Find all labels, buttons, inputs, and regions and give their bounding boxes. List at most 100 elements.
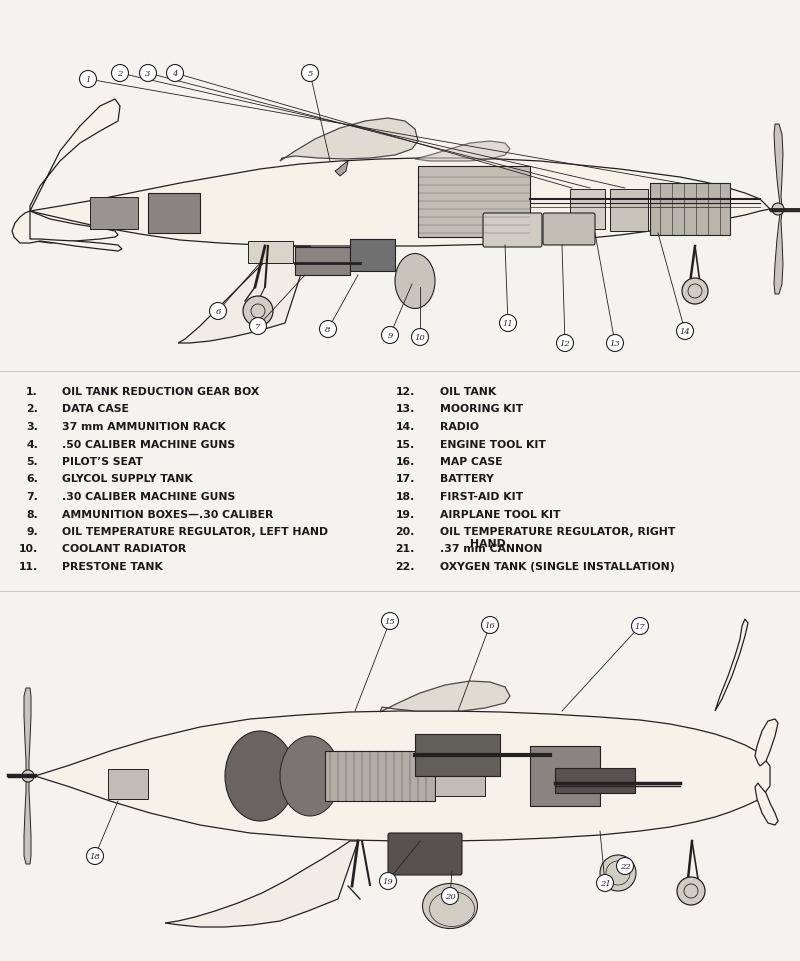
- Text: 12: 12: [560, 339, 570, 348]
- Circle shape: [22, 770, 34, 782]
- Circle shape: [442, 888, 458, 904]
- Bar: [325, 752, 435, 801]
- Circle shape: [482, 617, 498, 634]
- Bar: [555, 768, 635, 793]
- Text: 1: 1: [86, 76, 90, 84]
- FancyBboxPatch shape: [388, 833, 462, 875]
- Text: 18: 18: [90, 852, 100, 860]
- Circle shape: [617, 857, 634, 875]
- Ellipse shape: [395, 255, 435, 309]
- Text: 21.: 21.: [396, 544, 415, 554]
- Text: OIL TEMPERATURE REGULATOR, RIGHT
        HAND: OIL TEMPERATURE REGULATOR, RIGHT HAND: [440, 527, 675, 548]
- Ellipse shape: [422, 883, 478, 928]
- Circle shape: [210, 303, 226, 320]
- Text: 14: 14: [680, 328, 690, 335]
- Text: 37 mm AMMUNITION RACK: 37 mm AMMUNITION RACK: [62, 422, 226, 431]
- Bar: [418, 167, 530, 237]
- Polygon shape: [30, 159, 770, 247]
- Bar: [435, 756, 485, 796]
- Text: MOORING KIT: MOORING KIT: [440, 404, 523, 414]
- Text: 18.: 18.: [396, 491, 415, 502]
- Circle shape: [600, 855, 636, 891]
- Text: RADIO: RADIO: [440, 422, 479, 431]
- Circle shape: [86, 848, 103, 865]
- Bar: [610, 190, 648, 232]
- Text: PILOT’S SEAT: PILOT’S SEAT: [62, 456, 143, 466]
- Bar: [108, 769, 148, 800]
- Text: GLYCOL SUPPLY TANK: GLYCOL SUPPLY TANK: [62, 474, 193, 484]
- Text: OIL TANK: OIL TANK: [440, 386, 496, 397]
- Bar: [530, 747, 600, 806]
- Circle shape: [606, 335, 623, 352]
- Polygon shape: [24, 688, 31, 773]
- Text: 7.: 7.: [26, 491, 38, 502]
- Text: .37 mm CANNON: .37 mm CANNON: [440, 544, 542, 554]
- Text: 5.: 5.: [26, 456, 38, 466]
- Circle shape: [557, 335, 574, 352]
- Polygon shape: [755, 783, 778, 825]
- Text: 10.: 10.: [18, 544, 38, 554]
- Text: 11.: 11.: [18, 561, 38, 572]
- Text: ENGINE TOOL KIT: ENGINE TOOL KIT: [440, 439, 546, 449]
- Circle shape: [382, 613, 398, 629]
- Text: 6: 6: [215, 308, 221, 315]
- Ellipse shape: [280, 736, 340, 816]
- Polygon shape: [35, 711, 770, 841]
- Text: 4.: 4.: [26, 439, 38, 449]
- Circle shape: [319, 321, 337, 338]
- Text: 1.: 1.: [26, 386, 38, 397]
- Circle shape: [139, 65, 157, 83]
- Text: 19: 19: [382, 877, 394, 885]
- Polygon shape: [165, 841, 358, 927]
- Text: 21: 21: [600, 879, 610, 887]
- Circle shape: [166, 65, 183, 83]
- Circle shape: [243, 297, 273, 327]
- Circle shape: [499, 315, 517, 333]
- Text: 10: 10: [414, 333, 426, 342]
- Polygon shape: [280, 119, 418, 161]
- Text: 11: 11: [502, 320, 514, 328]
- Text: 16: 16: [485, 622, 495, 629]
- Circle shape: [677, 877, 705, 905]
- Circle shape: [302, 65, 318, 83]
- Bar: [90, 198, 138, 230]
- Text: COOLANT RADIATOR: COOLANT RADIATOR: [62, 544, 186, 554]
- Text: 9.: 9.: [26, 527, 38, 536]
- Text: OIL TEMPERATURE REGULATOR, LEFT HAND: OIL TEMPERATURE REGULATOR, LEFT HAND: [62, 527, 328, 536]
- Bar: [148, 194, 200, 234]
- Circle shape: [250, 318, 266, 335]
- Text: PRESTONE TANK: PRESTONE TANK: [62, 561, 163, 572]
- Polygon shape: [755, 719, 778, 766]
- Text: OXYGEN TANK (SINGLE INSTALLATION): OXYGEN TANK (SINGLE INSTALLATION): [440, 561, 674, 572]
- Polygon shape: [380, 681, 510, 712]
- Text: 14.: 14.: [396, 422, 415, 431]
- Text: 16.: 16.: [396, 456, 415, 466]
- Text: 17: 17: [634, 623, 646, 630]
- Text: 6.: 6.: [26, 474, 38, 484]
- Text: 2.: 2.: [26, 404, 38, 414]
- Text: AMMUNITION BOXES—.30 CALIBER: AMMUNITION BOXES—.30 CALIBER: [62, 509, 274, 519]
- Text: .30 CALIBER MACHINE GUNS: .30 CALIBER MACHINE GUNS: [62, 491, 235, 502]
- Circle shape: [382, 327, 398, 344]
- Bar: [248, 242, 293, 263]
- Text: OIL TANK REDUCTION GEAR BOX: OIL TANK REDUCTION GEAR BOX: [62, 386, 259, 397]
- Circle shape: [682, 279, 708, 305]
- Polygon shape: [715, 619, 748, 711]
- Circle shape: [772, 204, 784, 216]
- Bar: [295, 248, 350, 276]
- Bar: [650, 184, 730, 235]
- Text: 22: 22: [620, 862, 630, 870]
- Text: BATTERY: BATTERY: [440, 474, 494, 484]
- Circle shape: [379, 873, 397, 890]
- Text: DATA CASE: DATA CASE: [62, 404, 129, 414]
- Ellipse shape: [225, 731, 295, 821]
- Text: 22.: 22.: [395, 561, 415, 572]
- Text: 3.: 3.: [26, 422, 38, 431]
- Text: 13.: 13.: [396, 404, 415, 414]
- Polygon shape: [30, 100, 120, 211]
- Text: FIRST-AID KIT: FIRST-AID KIT: [440, 491, 523, 502]
- Text: 20: 20: [445, 892, 455, 900]
- Polygon shape: [12, 211, 122, 252]
- Text: MAP CASE: MAP CASE: [440, 456, 502, 466]
- Circle shape: [411, 330, 429, 346]
